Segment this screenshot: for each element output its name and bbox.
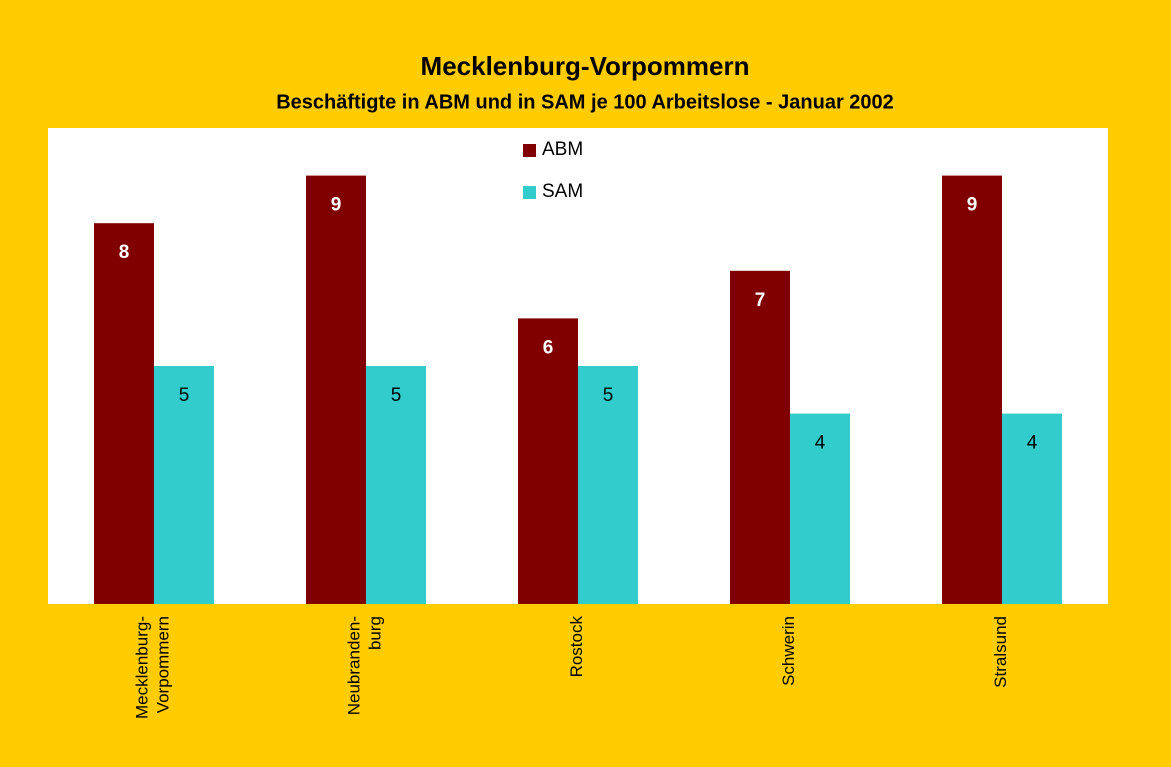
bar bbox=[306, 175, 366, 604]
legend-label: SAM bbox=[542, 181, 583, 202]
legend-swatch bbox=[523, 186, 536, 199]
x-tick-label: Rostock bbox=[567, 616, 586, 678]
legend-label: ABM bbox=[542, 139, 583, 160]
data-label: 4 bbox=[1027, 433, 1038, 454]
data-label: 5 bbox=[603, 385, 614, 406]
legend-swatch bbox=[523, 144, 536, 157]
bar bbox=[94, 223, 154, 604]
x-tick-label: Mecklenburg- Vorpommern bbox=[133, 616, 173, 719]
data-label: 6 bbox=[543, 337, 554, 358]
bar bbox=[518, 318, 578, 604]
data-label: 9 bbox=[967, 195, 978, 216]
data-label: 4 bbox=[815, 433, 826, 454]
x-tick-label: Stralsund bbox=[991, 616, 1010, 688]
bar bbox=[790, 413, 850, 604]
data-label: 5 bbox=[391, 385, 402, 406]
data-label: 5 bbox=[179, 385, 190, 406]
x-tick-label: Neubranden-burg bbox=[345, 616, 385, 715]
chart-subtitle: Beschäftigte in ABM und in SAM je 100 Ar… bbox=[276, 91, 894, 113]
bar bbox=[730, 270, 790, 604]
data-label: 8 bbox=[119, 242, 130, 263]
bar bbox=[942, 175, 1002, 604]
data-label: 7 bbox=[755, 290, 766, 311]
bar bbox=[366, 366, 426, 604]
bar bbox=[1002, 413, 1062, 604]
x-tick-label: Schwerin bbox=[779, 616, 798, 686]
bar bbox=[154, 366, 214, 604]
data-label: 9 bbox=[331, 195, 342, 216]
chart-title: Mecklenburg-Vorpommern bbox=[421, 51, 750, 81]
bar bbox=[578, 366, 638, 604]
